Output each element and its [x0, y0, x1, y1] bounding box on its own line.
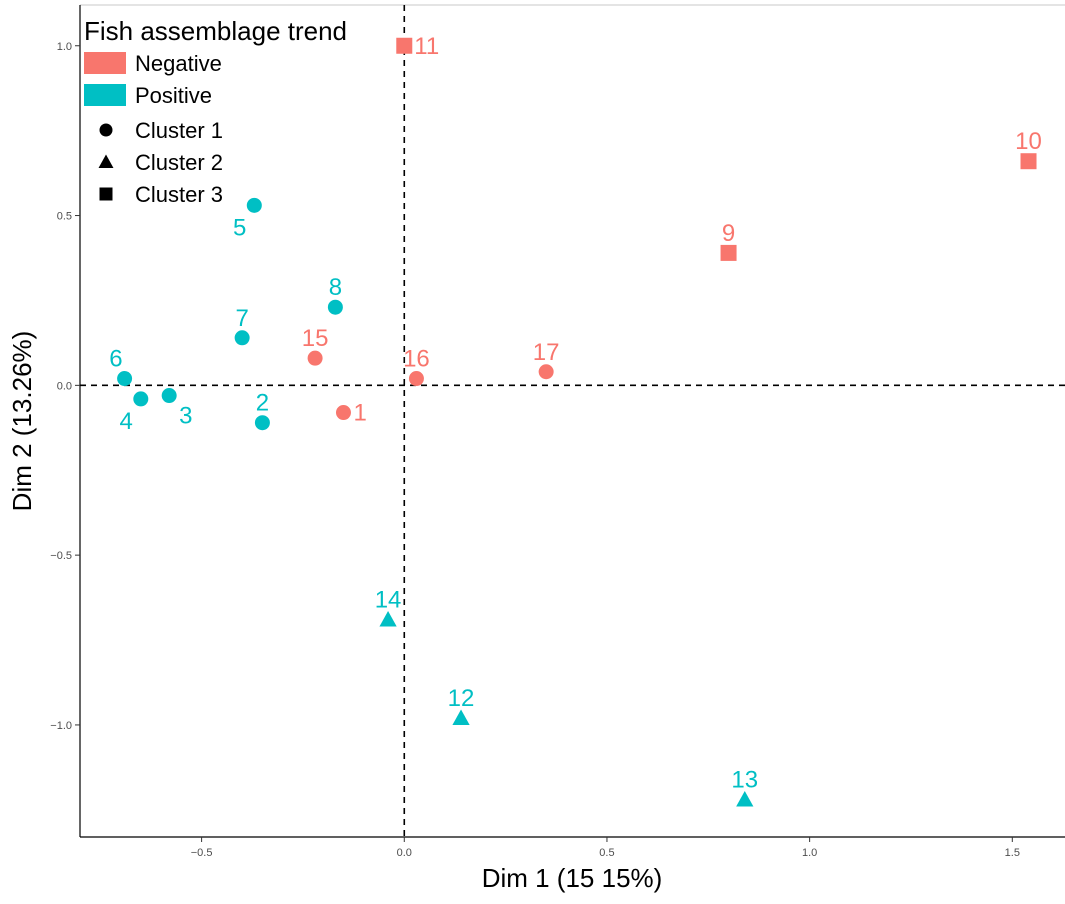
point-label-9: 9	[722, 220, 735, 247]
data-point-15	[307, 350, 323, 366]
data-point-3	[161, 388, 177, 404]
point-label-17: 17	[533, 339, 560, 366]
legend-swatch-negative	[84, 52, 126, 74]
reference-lines	[80, 5, 1065, 837]
legend-color-entries: Negative Positive	[84, 51, 222, 108]
y-axis-ticks: 1.0 0.5 0.0 −0.5 −1.0	[50, 41, 80, 732]
data-point-10	[1020, 153, 1037, 170]
y-tick-label: 0.0	[57, 380, 72, 392]
data-point-17	[538, 364, 554, 380]
point-label-10: 10	[1015, 128, 1042, 155]
y-tick-label: 0.5	[57, 211, 72, 223]
point-label-15: 15	[302, 325, 329, 352]
data-point-5	[246, 197, 262, 213]
data-point-12	[452, 709, 470, 726]
point-label-8: 8	[329, 274, 342, 301]
data-point-11	[396, 37, 413, 54]
point-label-11: 11	[414, 33, 439, 60]
point-label-3: 3	[179, 403, 192, 430]
point-label-14: 14	[375, 587, 402, 614]
axes	[79, 5, 1065, 838]
point-label-2: 2	[256, 390, 269, 417]
point-label-7: 7	[235, 305, 248, 332]
data-points	[117, 37, 1037, 807]
legend-label-cluster-1: Cluster 1	[135, 118, 223, 143]
y-axis-title: Dim 2 (13.26%)	[7, 331, 37, 512]
data-point-4	[133, 391, 149, 407]
legend-label-positive: Positive	[135, 83, 212, 108]
point-label-4: 4	[119, 408, 132, 435]
x-axis-title: Dim 1 (15 15%)	[482, 863, 663, 893]
legend-label-negative: Negative	[135, 51, 222, 76]
point-label-5: 5	[233, 214, 246, 241]
x-tick-label: 1.5	[1005, 847, 1020, 859]
point-label-6: 6	[109, 346, 122, 373]
y-tick-label: −1.0	[50, 720, 72, 732]
data-point-2	[254, 415, 270, 431]
legend-shape-square	[99, 187, 113, 201]
y-tick-label: 1.0	[57, 41, 72, 53]
point-label-12: 12	[448, 685, 475, 712]
x-tick-label: −0.5	[191, 847, 213, 859]
data-point-16	[408, 371, 424, 387]
data-point-9	[720, 244, 737, 261]
data-point-8	[327, 299, 343, 315]
legend-label-cluster-2: Cluster 2	[135, 150, 223, 175]
y-tick-label: −0.5	[50, 550, 72, 562]
x-axis-ticks: −0.5 0.0 0.5 1.0 1.5	[191, 837, 1020, 859]
legend-title: Fish assemblage trend	[84, 16, 347, 46]
point-label-13: 13	[731, 767, 758, 794]
legend-label-cluster-3: Cluster 3	[135, 182, 223, 207]
legend: Fish assemblage trend Negative Positive C…	[84, 16, 347, 207]
x-tick-label: 1.0	[802, 847, 817, 859]
data-point-13	[736, 791, 754, 807]
data-point-14	[379, 611, 397, 627]
data-point-1	[335, 405, 351, 421]
legend-shape-entries: Cluster 1 Cluster 2 Cluster 3	[98, 118, 223, 207]
data-point-6	[117, 371, 133, 387]
legend-shape-triangle	[98, 154, 114, 168]
point-label-1: 1	[353, 400, 366, 427]
data-point-7	[234, 330, 250, 346]
x-tick-label: 0.5	[599, 847, 614, 859]
x-tick-label: 0.0	[397, 847, 412, 859]
point-label-16: 16	[403, 346, 430, 373]
legend-swatch-positive	[84, 84, 126, 106]
legend-shape-circle	[99, 123, 113, 137]
